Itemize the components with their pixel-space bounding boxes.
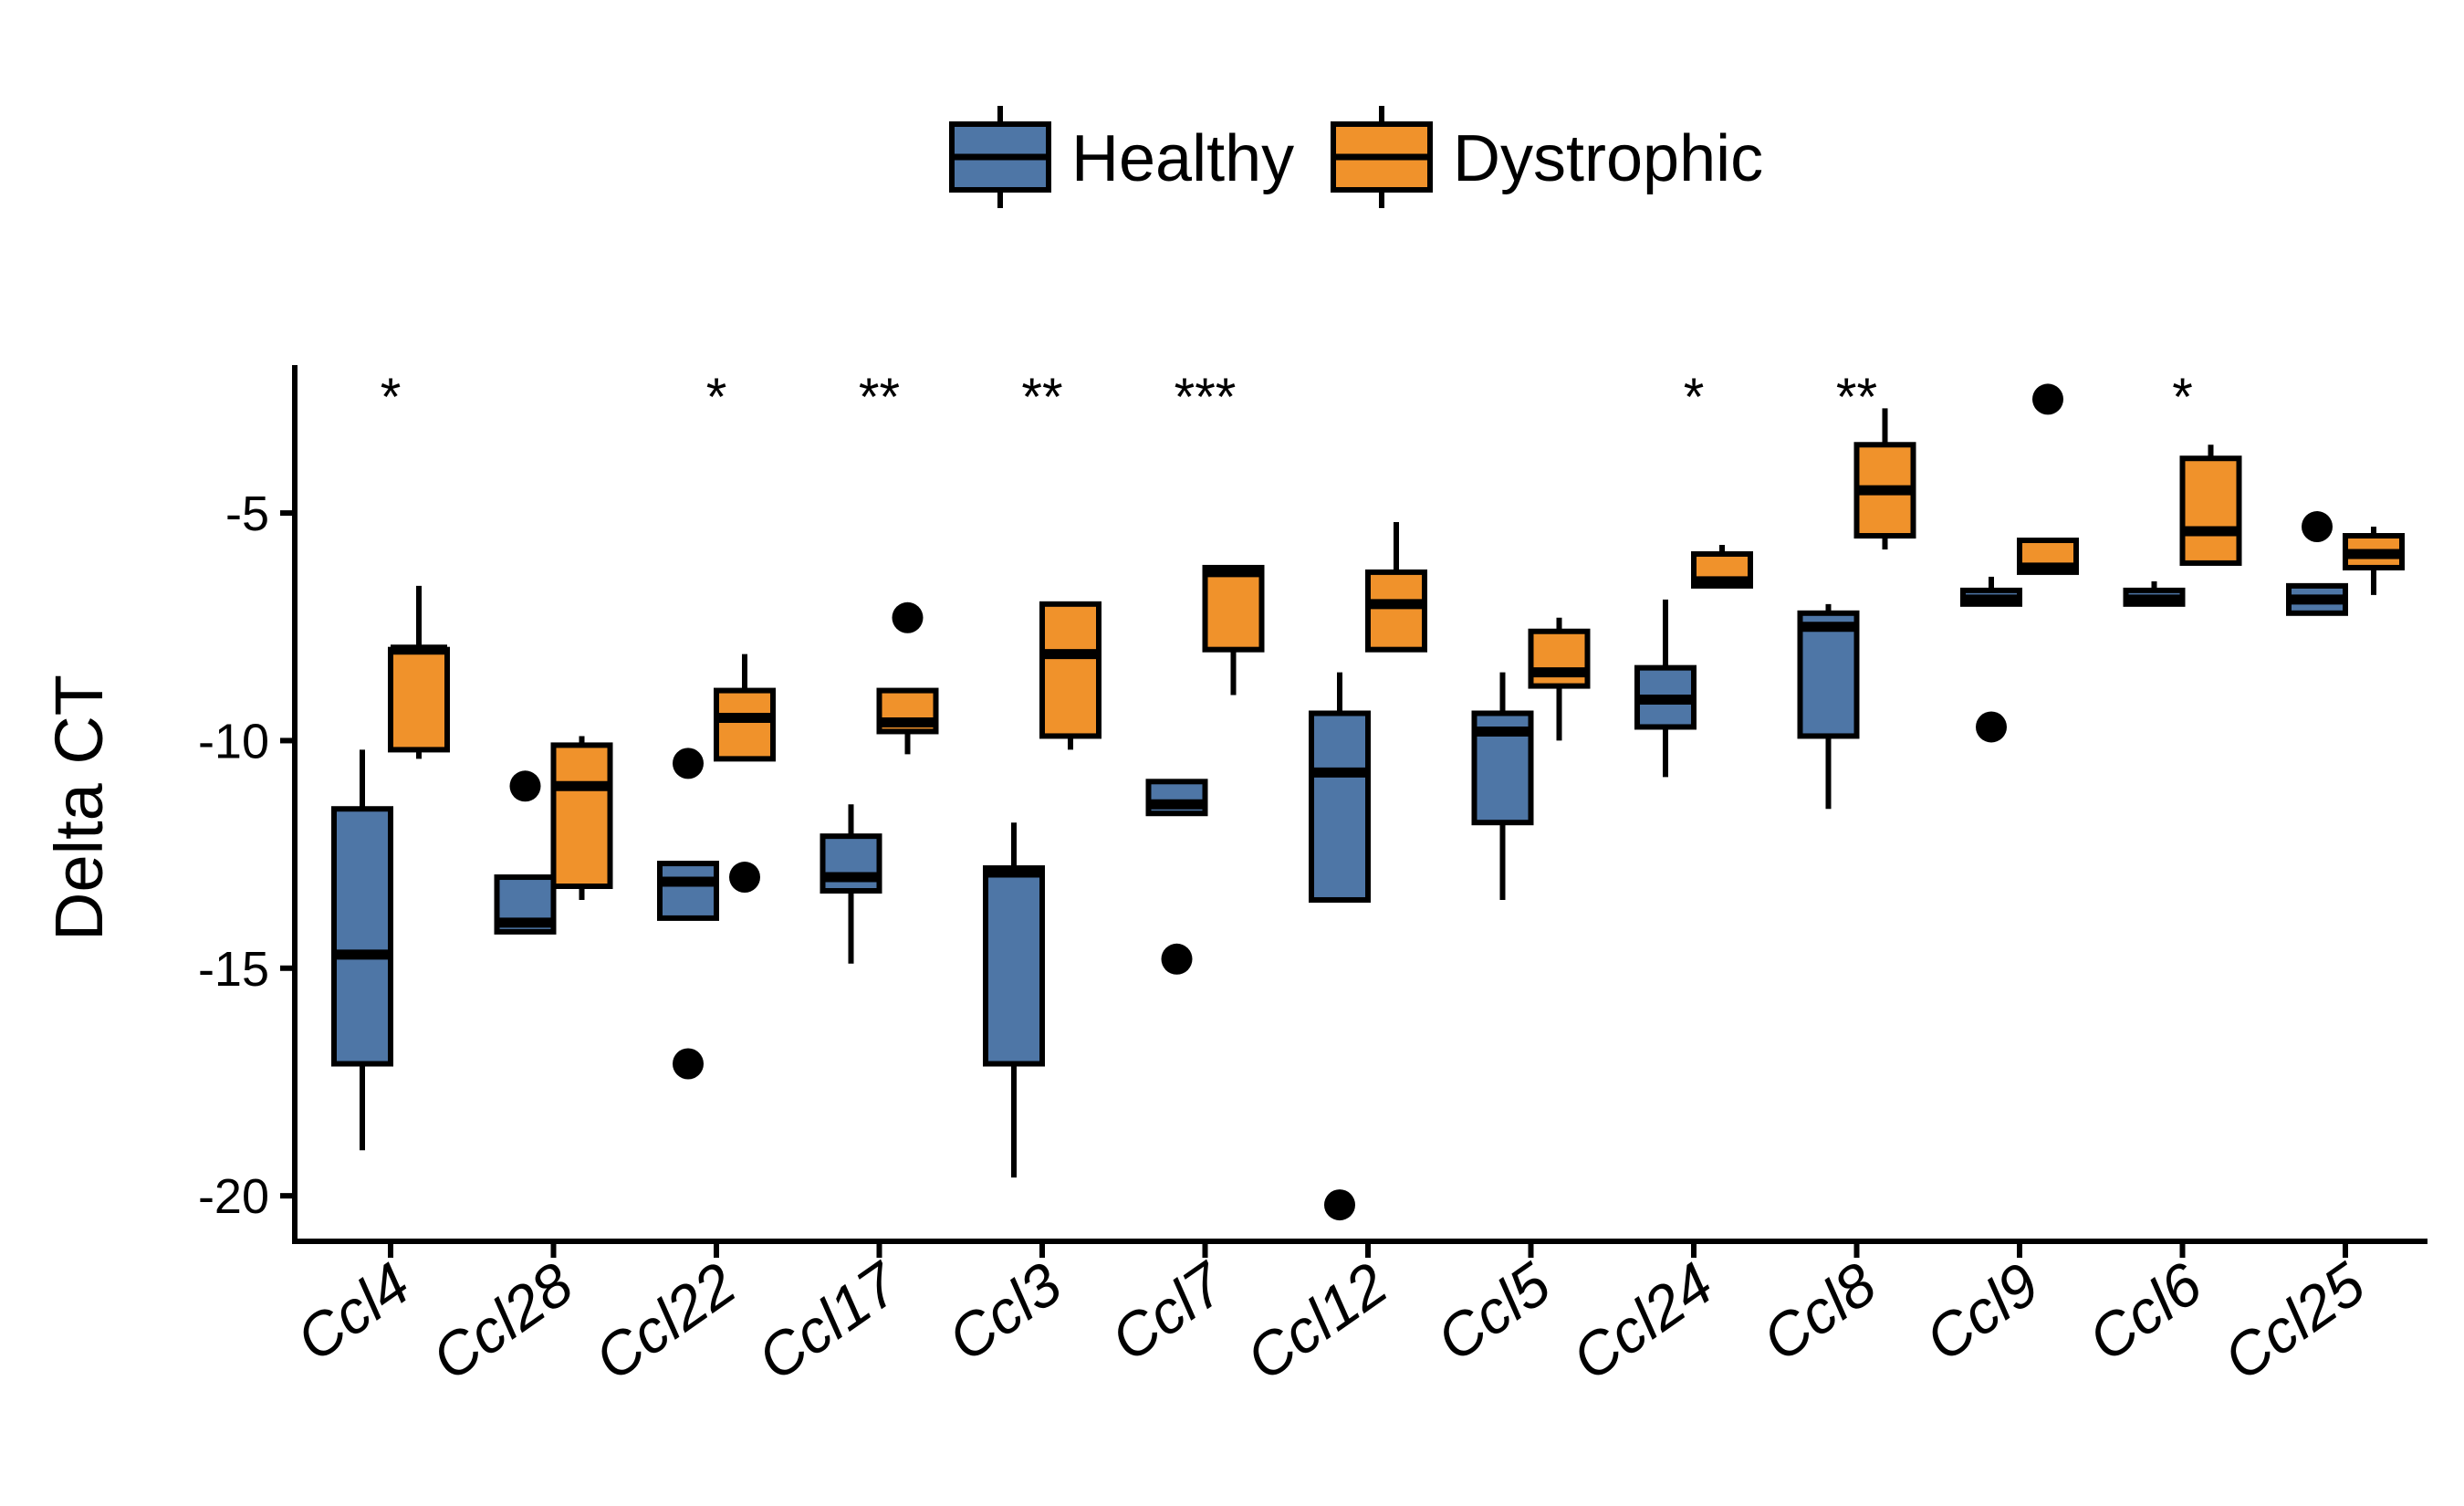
box bbox=[1797, 610, 1860, 739]
x-tick-label: Ccl12 bbox=[1234, 1250, 1399, 1393]
box bbox=[1365, 569, 1427, 653]
significance-label: * bbox=[706, 368, 727, 427]
outlier-point bbox=[2302, 511, 2333, 543]
y-axis-label: Delta CT bbox=[41, 675, 117, 941]
outlier-point bbox=[673, 1048, 704, 1080]
significance-label: ** bbox=[859, 368, 900, 427]
box bbox=[1039, 601, 1101, 739]
box bbox=[550, 742, 613, 890]
x-tick-label: Ccl24 bbox=[1560, 1250, 1725, 1393]
significance-label: * bbox=[381, 368, 402, 427]
legend: Healthy Dystrophic bbox=[949, 106, 1763, 208]
box bbox=[2179, 455, 2242, 566]
box bbox=[331, 806, 393, 1067]
box bbox=[388, 646, 450, 753]
x-tick-label: Ccl7 bbox=[1099, 1249, 1237, 1375]
y-tick-label: -10 bbox=[198, 714, 269, 769]
outlier-point bbox=[1324, 1189, 1355, 1221]
x-tick-label: Ccl8 bbox=[1750, 1250, 1888, 1375]
box bbox=[657, 861, 719, 921]
plot-area: -5-10-15-20Ccl4*Ccl28Ccl22*Ccl17**Ccl3**… bbox=[198, 365, 2427, 1393]
x-tick-label: Ccl9 bbox=[1913, 1250, 2051, 1374]
box bbox=[1202, 564, 1265, 653]
outlier-point bbox=[673, 748, 704, 779]
box bbox=[820, 833, 882, 894]
legend-label: Dystrophic bbox=[1453, 122, 1763, 195]
x-tick-label: Ccl4 bbox=[284, 1250, 422, 1374]
significance-label: *** bbox=[1175, 368, 1237, 427]
box bbox=[1528, 628, 1591, 689]
x-tick-label: Ccl25 bbox=[2211, 1250, 2376, 1394]
outlier-point bbox=[729, 862, 760, 894]
legend-label: Healthy bbox=[1071, 122, 1294, 195]
x-tick-label: Ccl5 bbox=[1425, 1250, 1562, 1375]
box bbox=[714, 687, 776, 762]
outlier-point bbox=[892, 601, 924, 633]
x-tick-label: Ccl22 bbox=[582, 1250, 747, 1393]
x-tick-label: Ccl17 bbox=[746, 1249, 913, 1394]
outlier-point bbox=[1161, 943, 1193, 975]
y-tick-label: -20 bbox=[198, 1169, 269, 1224]
y-tick-label: -5 bbox=[225, 486, 269, 541]
x-tick-label: Ccl28 bbox=[420, 1250, 585, 1394]
outlier-point bbox=[2032, 383, 2063, 415]
box bbox=[1309, 710, 1371, 903]
box bbox=[983, 865, 1045, 1067]
significance-label: * bbox=[1684, 368, 1705, 427]
outlier-point bbox=[509, 770, 541, 802]
significance-label: * bbox=[2172, 368, 2193, 427]
significance-label: ** bbox=[1836, 368, 1877, 427]
outlier-point bbox=[1976, 711, 2007, 743]
significance-label: ** bbox=[1021, 368, 1062, 427]
x-tick-label: Ccl3 bbox=[935, 1250, 1073, 1375]
y-tick-label: -15 bbox=[198, 942, 269, 997]
x-tick-label: Ccl6 bbox=[2076, 1250, 2214, 1375]
